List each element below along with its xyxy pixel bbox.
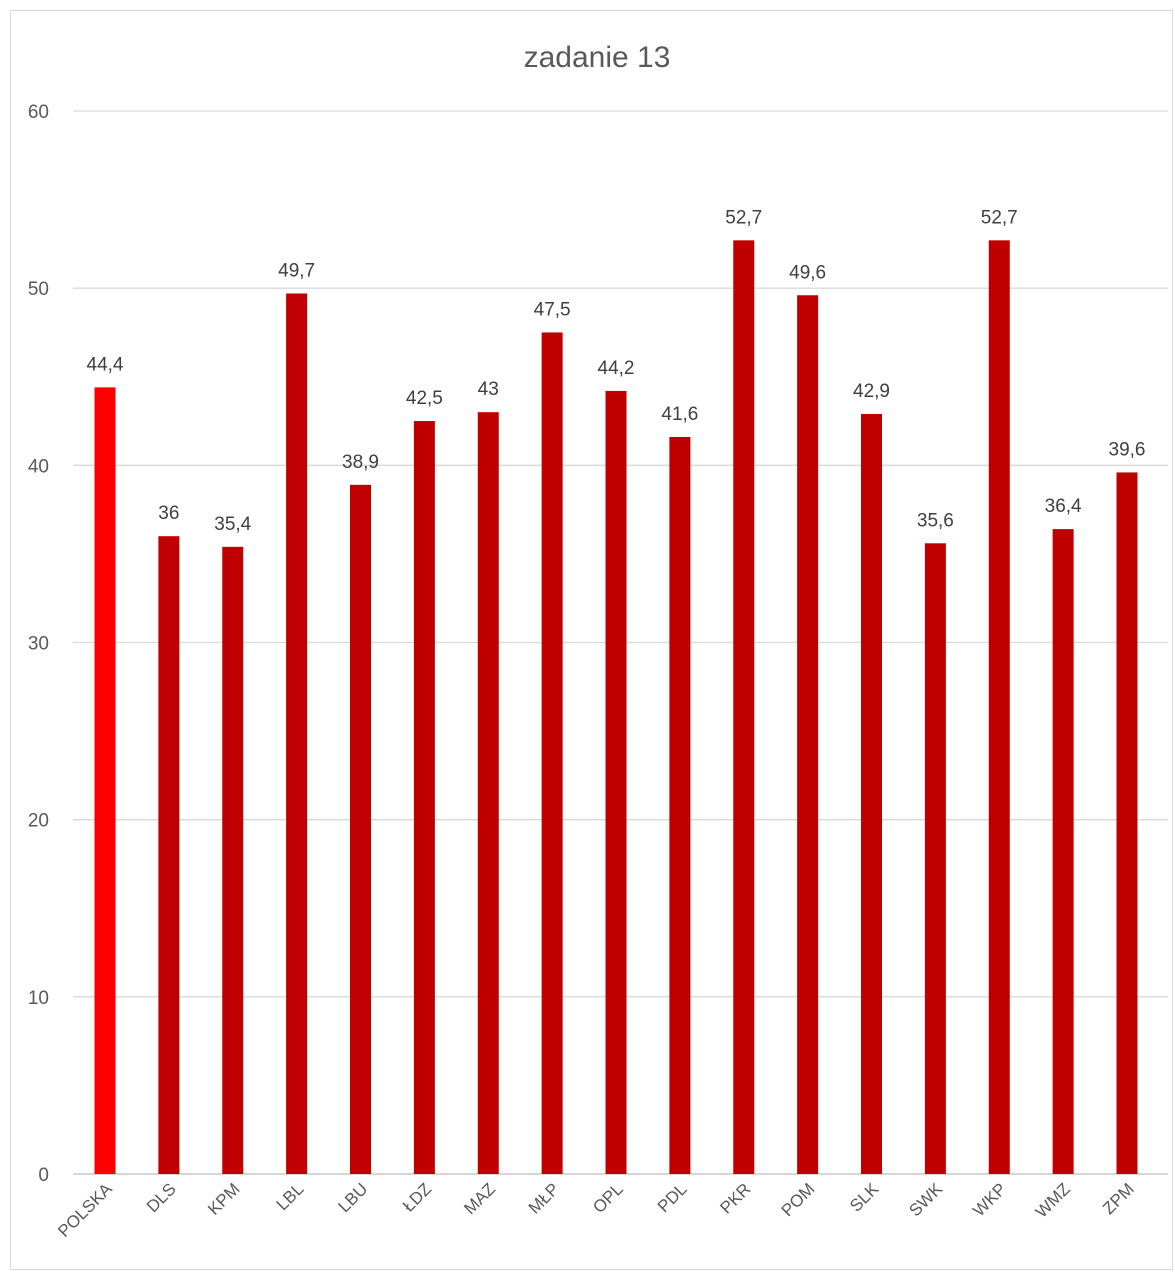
data-label: 52,7 (725, 207, 762, 228)
category-label: SWK (905, 1179, 946, 1220)
bar (733, 240, 755, 1174)
category-label: POM (778, 1179, 819, 1220)
y-tick-label: 40 (28, 456, 49, 477)
category-label: MAZ (460, 1179, 499, 1218)
bar (605, 390, 627, 1174)
category-label: LBU (335, 1179, 372, 1216)
data-label: 36,4 (1045, 496, 1082, 517)
category-label: PDL (654, 1179, 691, 1216)
category-label: WKP (969, 1179, 1010, 1220)
bar (1116, 472, 1138, 1174)
data-label: 49,7 (278, 260, 315, 281)
data-label: 42,9 (853, 381, 890, 402)
data-label: 47,5 (534, 299, 571, 320)
bar (1052, 529, 1074, 1174)
category-label: ZPM (1099, 1179, 1138, 1218)
category-label: OPL (589, 1179, 626, 1216)
bar (861, 413, 882, 1175)
bar (158, 536, 180, 1174)
bar (477, 412, 499, 1174)
bar (669, 436, 691, 1174)
y-tick-label: 0 (38, 1165, 49, 1186)
category-label: ŁDZ (399, 1179, 435, 1215)
data-label: 41,6 (661, 404, 698, 425)
bar (286, 293, 308, 1174)
data-label: 38,9 (342, 452, 379, 473)
data-label: 44,4 (87, 354, 124, 375)
data-label: 43 (478, 379, 499, 400)
category-label: KPM (204, 1179, 243, 1218)
bar (541, 332, 563, 1174)
bar (988, 240, 1010, 1174)
y-tick-label: 50 (28, 279, 49, 300)
category-label: POLSKA (54, 1179, 116, 1241)
data-label: 44,2 (598, 358, 635, 379)
data-label: 52,7 (981, 207, 1018, 228)
data-label: 39,6 (1109, 439, 1146, 460)
y-tick-label: 20 (28, 811, 49, 832)
category-label: MŁP (525, 1179, 563, 1217)
chart-frame (10, 10, 1173, 1270)
category-label: LBL (273, 1179, 308, 1214)
bar (350, 484, 371, 1174)
category-label: DLS (143, 1179, 180, 1216)
category-label: WMZ (1032, 1179, 1074, 1221)
chart-title: zadanie 13 (524, 41, 671, 74)
data-label: 36 (158, 503, 179, 524)
category-label: SLK (846, 1179, 883, 1216)
bar (797, 295, 819, 1175)
y-tick-label: 60 (28, 102, 49, 123)
category-label: PKR (716, 1179, 754, 1217)
bar (94, 387, 116, 1174)
data-label: 49,6 (789, 262, 826, 283)
bar (413, 421, 435, 1175)
y-tick-label: 10 (28, 988, 49, 1009)
data-label: 35,6 (917, 510, 954, 531)
bar (222, 546, 244, 1174)
y-tick-label: 30 (28, 634, 49, 655)
data-label: 35,4 (214, 514, 251, 535)
bar (924, 543, 946, 1174)
data-label: 42,5 (406, 388, 443, 409)
